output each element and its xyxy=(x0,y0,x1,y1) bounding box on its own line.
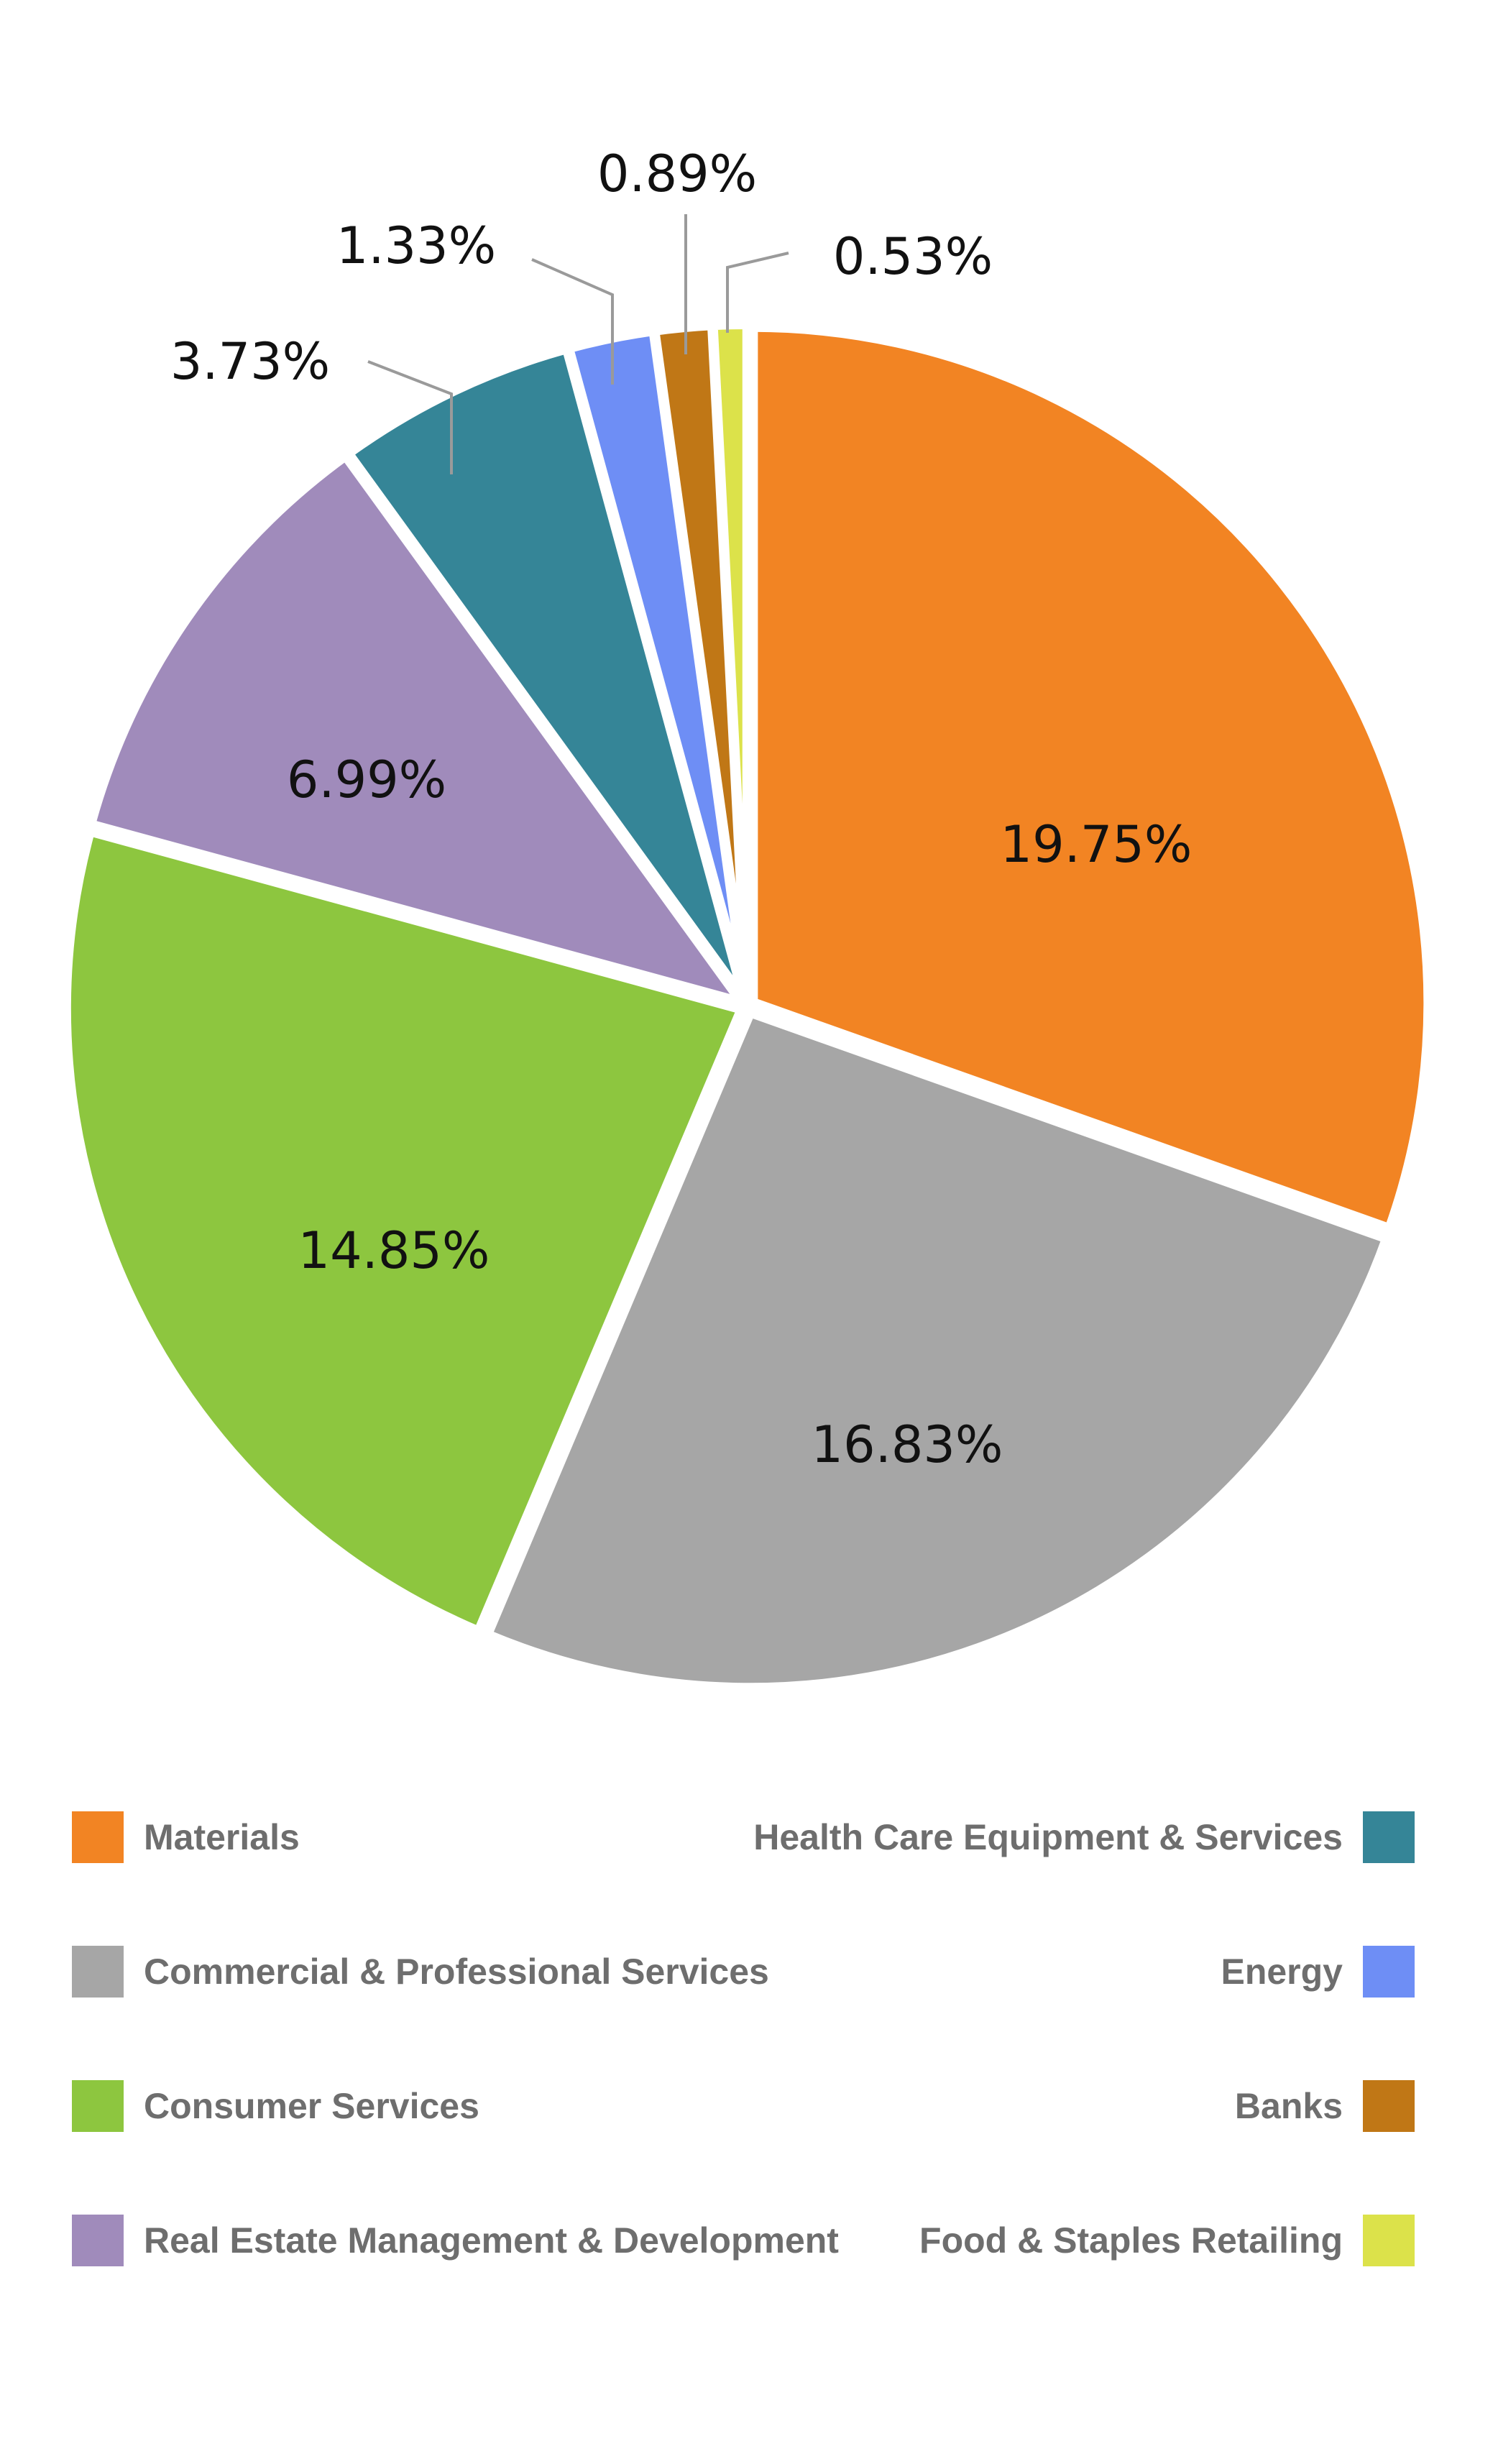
legend-swatch xyxy=(72,1811,124,1863)
legend-item-commercial-professional-services: Commercial & Professional Services xyxy=(72,1946,769,1998)
legend-swatch xyxy=(1363,2080,1415,2132)
legend-item-food-staples-retailing: Food & Staples Retailing xyxy=(919,2215,1415,2266)
slice-label-banks: 0.89% xyxy=(597,144,757,203)
leader-line-food-staples-retailing xyxy=(726,252,789,333)
leader-lines xyxy=(367,214,789,474)
slice-label-materials: 19.75% xyxy=(1001,815,1193,874)
leader-line-energy xyxy=(531,258,614,385)
legend-item-health-care: Health Care Equipment & Services xyxy=(753,1811,1415,1863)
legend-item-real-estate: Real Estate Management & Development xyxy=(72,2215,839,2266)
slice-label-health-care-equipment-services: 3.73% xyxy=(170,332,330,391)
slice-labels: 19.75% 16.83% 14.85% 6.99% 3.73%1.33% 0.89% 0.… xyxy=(170,144,1193,1474)
legend-label: Health Care Equipment & Services xyxy=(753,1817,1343,1857)
legend-label: Consumer Services xyxy=(144,2086,479,2126)
pie-slice-commercial-professional-services xyxy=(480,1006,1394,1693)
leader-line-health-care-equipment-services xyxy=(367,360,453,474)
legend: Materials Commercial & Professional Serv… xyxy=(0,1811,1498,2386)
slice-label-commercial-professional-services: 16.83% xyxy=(812,1415,1003,1474)
legend-swatch xyxy=(72,2215,124,2266)
legend-label: Commercial & Professional Services xyxy=(144,1952,769,1992)
slice-label-consumer-services: 14.85% xyxy=(298,1221,490,1280)
legend-label: Real Estate Management & Development xyxy=(144,2220,839,2261)
pie-slice-materials xyxy=(748,321,1434,1236)
legend-swatch xyxy=(1363,1811,1415,1863)
legend-item-materials: Materials xyxy=(72,1811,300,1863)
legend-item-banks: Banks xyxy=(1235,2080,1415,2132)
pie-slice-consumer-services xyxy=(60,824,749,1638)
slice-label-energy: 1.33% xyxy=(336,216,496,275)
legend-item-energy: Energy xyxy=(1221,1946,1415,1998)
pie-chart: 19.75% 16.83% 14.85% 6.99% 3.73%1.33% 0.89% 0.… xyxy=(60,144,1434,1693)
pie-slice-health-care-equipment-services xyxy=(341,342,750,1003)
legend-label: Food & Staples Retailing xyxy=(919,2220,1343,2261)
slice-label-food-staples-retailing: 0.53% xyxy=(833,227,993,286)
pie-slice-real-estate-management-development xyxy=(84,449,755,1011)
legend-item-consumer-services: Consumer Services xyxy=(72,2080,479,2132)
slice-label-real-estate-management-development: 6.99% xyxy=(287,750,446,809)
legend-label: Energy xyxy=(1221,1952,1343,1992)
legend-swatch xyxy=(1363,1946,1415,1998)
legend-swatch xyxy=(72,1946,124,1998)
legend-swatch xyxy=(1363,2215,1415,2266)
pie-slice-food-staples-retailing xyxy=(707,319,753,1001)
legend-label: Materials xyxy=(144,1817,300,1857)
legend-swatch xyxy=(72,2080,124,2132)
pie-slices xyxy=(60,319,1434,1693)
legend-label: Banks xyxy=(1234,2086,1343,2126)
